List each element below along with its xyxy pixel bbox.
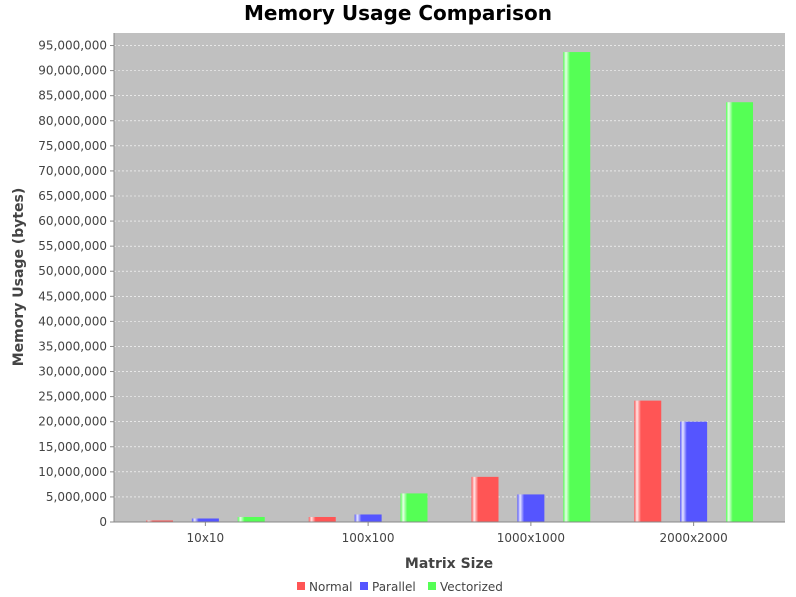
bar-vectorized-1000x1000 bbox=[563, 52, 591, 522]
bar-normal-2000x2000 bbox=[634, 400, 662, 522]
y-axis-label: Memory Usage (bytes) bbox=[11, 188, 27, 367]
y-tick-label: 55,000,000 bbox=[38, 239, 107, 253]
legend-label-vectorized: Vectorized bbox=[440, 580, 503, 594]
bar-vectorized-2000x2000 bbox=[726, 102, 753, 522]
chart-title: Memory Usage Comparison bbox=[244, 1, 552, 25]
legend-swatch-parallel bbox=[360, 582, 368, 590]
y-tick-label: 15,000,000 bbox=[38, 440, 107, 454]
y-tick-label: 70,000,000 bbox=[38, 164, 107, 178]
bar-parallel-100x100 bbox=[354, 514, 382, 522]
bar-parallel-2000x2000 bbox=[680, 421, 708, 522]
y-tick-label: 50,000,000 bbox=[38, 264, 107, 278]
y-tick-label: 65,000,000 bbox=[38, 189, 107, 203]
plot-area bbox=[114, 33, 785, 522]
legend: Normal Parallel Vectorized bbox=[297, 580, 503, 594]
x-tick-label: 100x100 bbox=[342, 531, 395, 545]
legend-swatch-vectorized bbox=[428, 582, 436, 590]
bars-group bbox=[146, 52, 753, 522]
legend-label-normal: Normal bbox=[309, 580, 352, 594]
x-tick-label: 1000x1000 bbox=[497, 531, 565, 545]
bar-normal-100x100 bbox=[308, 516, 336, 522]
y-tick-label: 35,000,000 bbox=[38, 339, 107, 353]
y-tick-label: 30,000,000 bbox=[38, 365, 107, 379]
y-tick-label: 40,000,000 bbox=[38, 314, 107, 328]
y-tick-label: 90,000,000 bbox=[38, 64, 107, 78]
legend-swatch-normal bbox=[297, 582, 305, 590]
legend-label-parallel: Parallel bbox=[372, 580, 416, 594]
y-tick-label: 0 bbox=[99, 515, 107, 529]
bar-normal-1000x1000 bbox=[471, 476, 499, 522]
x-axis-label: Matrix Size bbox=[405, 556, 493, 572]
bar-vectorized-100x100 bbox=[400, 493, 428, 522]
y-tick-label: 25,000,000 bbox=[38, 390, 107, 404]
y-tick-label: 95,000,000 bbox=[38, 39, 107, 53]
y-axis: 0 5,000,000 10,000,000 15,000,000 20,000,000… bbox=[38, 33, 115, 529]
bar-parallel-10x10 bbox=[191, 518, 219, 522]
y-tick-label: 60,000,000 bbox=[38, 214, 107, 228]
y-tick-label: 20,000,000 bbox=[38, 415, 107, 429]
bar-vectorized-10x10 bbox=[237, 516, 265, 522]
y-tick-label: 80,000,000 bbox=[38, 114, 107, 128]
bar-parallel-1000x1000 bbox=[517, 494, 545, 522]
y-tick-label: 5,000,000 bbox=[46, 490, 107, 504]
y-tick-label: 10,000,000 bbox=[38, 465, 107, 479]
bar-normal-10x10 bbox=[146, 520, 173, 522]
y-tick-label: 75,000,000 bbox=[38, 139, 107, 153]
y-tick-label: 45,000,000 bbox=[38, 289, 107, 303]
x-tick-label: 2000x2000 bbox=[660, 531, 728, 545]
x-axis: 10x10 100x100 1000x1000 2000x2000 bbox=[114, 521, 785, 545]
x-tick-label: 10x10 bbox=[187, 531, 225, 545]
y-tick-label: 85,000,000 bbox=[38, 89, 107, 103]
